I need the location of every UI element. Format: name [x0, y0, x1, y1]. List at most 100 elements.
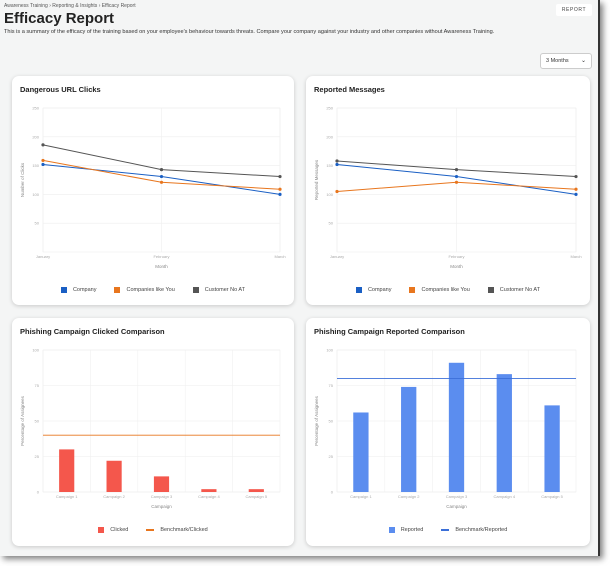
legend-item[interactable]: Customer No AT [192, 287, 246, 293]
y-tick-label: 200 [32, 134, 39, 139]
y-tick-label: 25 [329, 454, 334, 459]
chevron-down-icon: ⌄ [580, 58, 586, 64]
legend-item[interactable]: Reported [388, 527, 424, 533]
x-tick-label: Campaign 2 [103, 494, 125, 499]
chart-svg: 50 100 150 200 250 January February March Month N… [20, 106, 286, 270]
y-tick-label: 75 [329, 383, 334, 388]
legend-swatch [388, 527, 395, 533]
legend-label: Companies like You [126, 287, 175, 293]
y-axis-label: Reported Messages [314, 159, 319, 200]
data-point [278, 187, 282, 191]
chart-svg: 50 100 150 200 250 January February March Month R… [314, 106, 582, 270]
x-axis-label: Month [155, 264, 168, 269]
legend-label: Customer No AT [204, 287, 246, 293]
bar [496, 374, 512, 492]
data-point [335, 189, 339, 194]
y-tick-label: 100 [32, 348, 39, 353]
x-tick-label: January [36, 254, 50, 259]
data-point [335, 159, 339, 163]
y-tick-label: 100 [326, 192, 333, 197]
legend-label: Clicked [110, 527, 129, 533]
reported-messages-card: Reported Messages 50 100 150 200 250 January Fe… [306, 76, 590, 305]
data-point [159, 174, 164, 179]
legend-item[interactable]: Clicked [98, 527, 128, 533]
report-button[interactable]: REPORT [556, 4, 592, 16]
y-tick-label: 250 [326, 106, 333, 111]
legend-swatch [409, 287, 416, 293]
x-tick-label: Campaign 4 [198, 494, 220, 499]
y-tick-label: 50 [329, 419, 334, 424]
legend: Company Companies like You Customer No AT [12, 287, 294, 293]
y-tick-label: 100 [326, 348, 333, 353]
legend-swatch [114, 287, 121, 293]
bar [106, 460, 122, 492]
legend-swatch [60, 287, 67, 293]
y-tick-label: 0 [331, 490, 334, 495]
legend-item[interactable]: Companies like You [409, 287, 470, 293]
period-select[interactable]: 3 Months ⌄ [540, 53, 592, 69]
bar [59, 449, 75, 492]
legend-label: Benchmark/Reported [455, 527, 508, 533]
chart-title: Phishing Campaign Clicked Comparison [20, 327, 165, 336]
bar [201, 489, 217, 492]
legend-item[interactable]: Customer No AT [487, 287, 541, 293]
legend-label: Customer No AT [499, 287, 541, 293]
legend-swatch [98, 527, 105, 533]
page-description: This is a summary of the efficacy of the… [4, 29, 495, 35]
x-tick-label: Campaign 1 [350, 494, 372, 499]
legend: Clicked Benchmark/Clicked [12, 527, 294, 533]
data-point [574, 187, 578, 191]
legend-label: Company [367, 287, 392, 293]
x-tick-label: February [448, 254, 464, 259]
data-point [335, 162, 339, 167]
bar [448, 362, 465, 492]
data-point [159, 180, 164, 184]
x-tick-label: Campaign 3 [446, 494, 468, 499]
y-axis-label: Percentage of Assignees [20, 395, 25, 446]
data-point [41, 162, 45, 167]
y-axis-label: Percentage of Assignees [314, 395, 319, 446]
data-point [454, 174, 459, 179]
legend: Company Companies like You Customer No AT [306, 287, 590, 293]
data-point [574, 174, 578, 179]
data-point [278, 174, 282, 179]
chart-svg: 0 25 50 75 100 Campaign 1 Campaign 2 Campaign 3… [314, 348, 577, 509]
legend-item[interactable]: Companies like You [114, 287, 175, 293]
x-tick-label: Campaign 2 [398, 494, 420, 499]
breadcrumb-awareness-training[interactable]: Awareness Training [4, 3, 48, 9]
legend-item[interactable]: Benchmark/Clicked [146, 527, 208, 533]
page: Awareness Training › Reporting & Insight… [0, 0, 600, 556]
y-tick-label: 150 [326, 163, 333, 168]
breadcrumb-current: Efficacy Report [101, 3, 136, 9]
x-tick-label: March [570, 254, 581, 259]
legend-item[interactable]: Benchmark/Reported [441, 527, 507, 533]
y-tick-label: 50 [329, 221, 334, 226]
chart-title: Phishing Campaign Reported Comparison [314, 327, 465, 336]
data-point [41, 158, 45, 163]
y-tick-label: 100 [32, 192, 39, 197]
breadcrumb: Awareness Training › Reporting & Insight… [4, 3, 136, 9]
legend-swatch [192, 287, 199, 293]
x-tick-label: Campaign 3 [151, 494, 173, 499]
legend-item[interactable]: Company [355, 287, 392, 293]
data-point [574, 192, 578, 196]
x-tick-label: Campaign 1 [56, 494, 78, 499]
dangerous-url-clicks-card: Dangerous URL Clicks 50 100 150 200 250 Januar… [12, 76, 294, 305]
y-tick-label: 25 [35, 454, 40, 459]
y-tick-label: 200 [326, 134, 333, 139]
legend-label: Company [72, 287, 97, 293]
x-tick-label: Campaign 5 [541, 494, 563, 499]
legend-label: Benchmark/Clicked [160, 527, 208, 533]
phishing-reported-card: Phishing Campaign Reported Comparison 0 25… [306, 318, 590, 546]
x-axis-label: Month [450, 264, 463, 269]
legend-swatch [355, 287, 362, 293]
data-point [454, 180, 459, 184]
breadcrumb-reporting[interactable]: Reporting & Insights [52, 3, 98, 9]
bar [544, 405, 560, 492]
bar [248, 489, 264, 492]
y-tick-label: 50 [35, 221, 40, 226]
legend: Reported Benchmark/Reported [306, 527, 590, 533]
bar [153, 476, 170, 492]
legend-item[interactable]: Company [60, 287, 97, 293]
legend-label: Reported [400, 527, 424, 533]
